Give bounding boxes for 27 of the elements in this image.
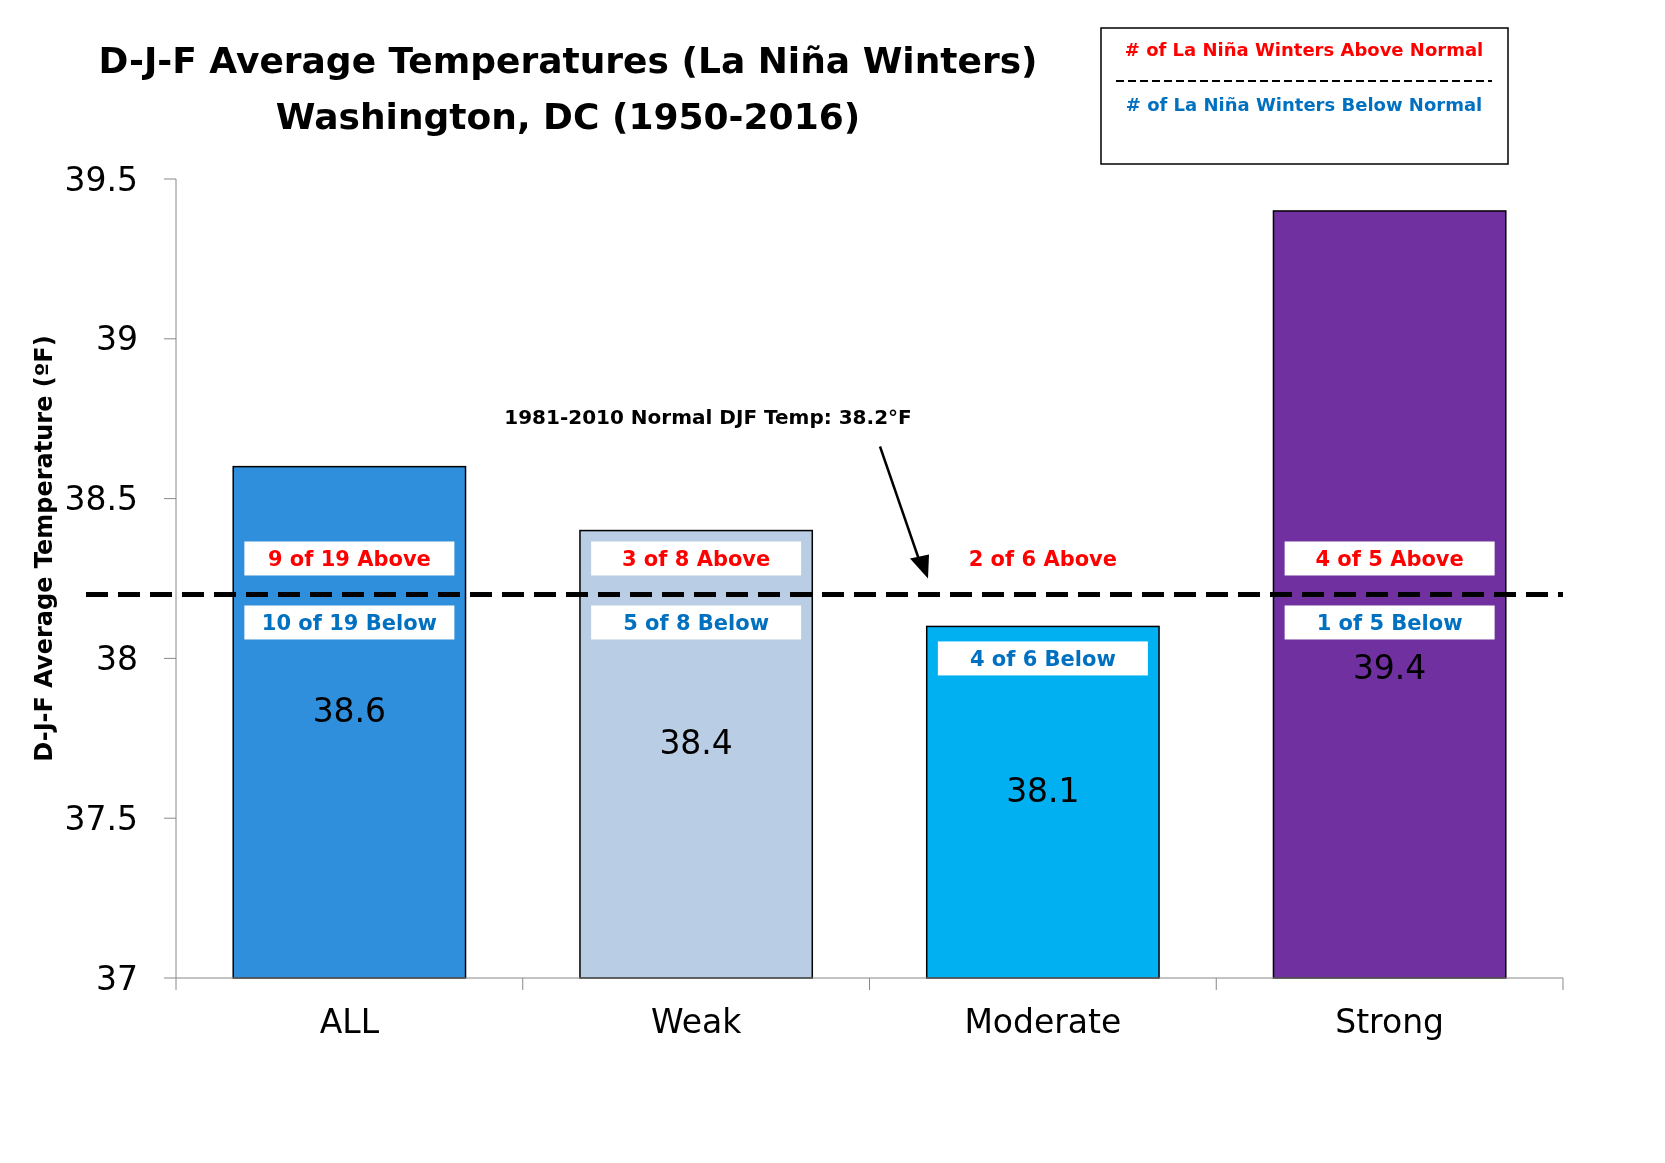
text: # of La Niña Winters Above Normal [1124,39,1484,60]
data-label: 38.1 [1006,771,1080,811]
annotation: 10 of 19 Below [261,610,437,635]
x-tick-label: Strong [1335,1002,1445,1041]
annotation: 4 of 5 Above [1315,546,1464,571]
annotation: 5 of 8 Below [623,610,770,635]
annotation: 4 of 6 Below [969,646,1116,671]
annotation: 9 of 19 Above [267,546,431,571]
data-label: 39.4 [1352,648,1427,688]
data-label: 38.6 [312,691,387,731]
x-tick-label: Moderate [964,1002,1122,1041]
annotation: 2 of 6 Above [968,546,1118,571]
y-tick-label: 39.5 [64,159,138,199]
x-tick-label: Weak [650,1002,743,1041]
ref-line-label: 1981-2010 Normal DJF Temp: 38.2°F [504,405,912,430]
data-label: 38.4 [659,723,733,763]
annotation: 3 of 8 Above [621,546,771,571]
y-tick-label: 39 [96,319,138,359]
y-axis-title: D-J-F Average Temperature (ºF) [30,335,58,762]
y-tick-label: 37.5 [64,798,138,838]
y-tick-label: 38 [96,638,138,678]
y-tick-label: 38.5 [64,479,138,519]
y-tick-label: 37 [96,958,138,998]
x-tick-label: ALL [319,1002,380,1041]
chart-title: D-J-F Average Temperatures (La Niña Winters) Washington, DC (1950-2016) [98,40,1038,137]
annotation: 1 of 5 Below [1316,610,1463,635]
text: # of La Niña Winters Below Normal [1125,94,1483,115]
